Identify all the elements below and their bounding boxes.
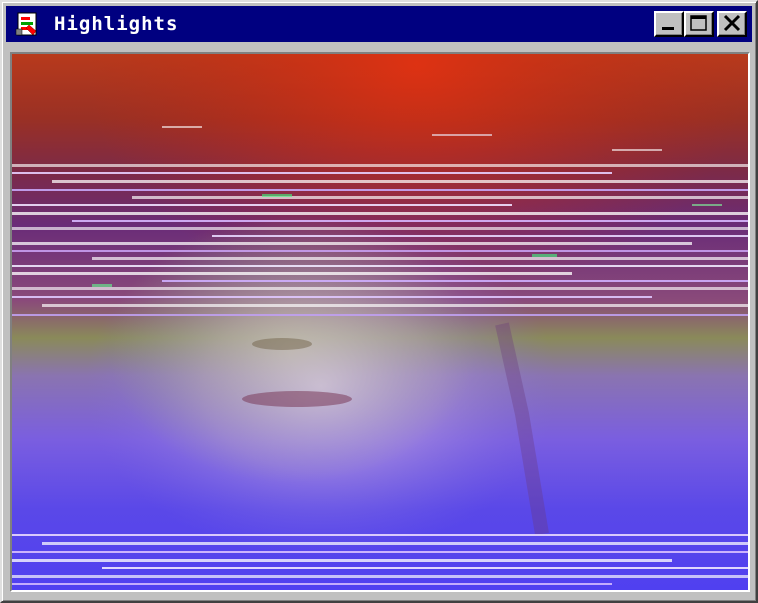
window-controls xyxy=(654,11,747,37)
minimize-button[interactable] xyxy=(654,11,684,37)
video-frame-image xyxy=(12,54,748,590)
minimize-icon xyxy=(662,27,674,30)
maximize-button[interactable] xyxy=(684,11,714,37)
window-title: Highlights xyxy=(54,13,179,35)
app-document-icon[interactable] xyxy=(14,11,40,37)
close-icon xyxy=(723,14,741,32)
title-bar[interactable]: Highlights xyxy=(6,6,752,42)
maximize-icon xyxy=(690,15,707,31)
video-display[interactable] xyxy=(10,52,750,592)
close-button[interactable] xyxy=(717,11,747,37)
